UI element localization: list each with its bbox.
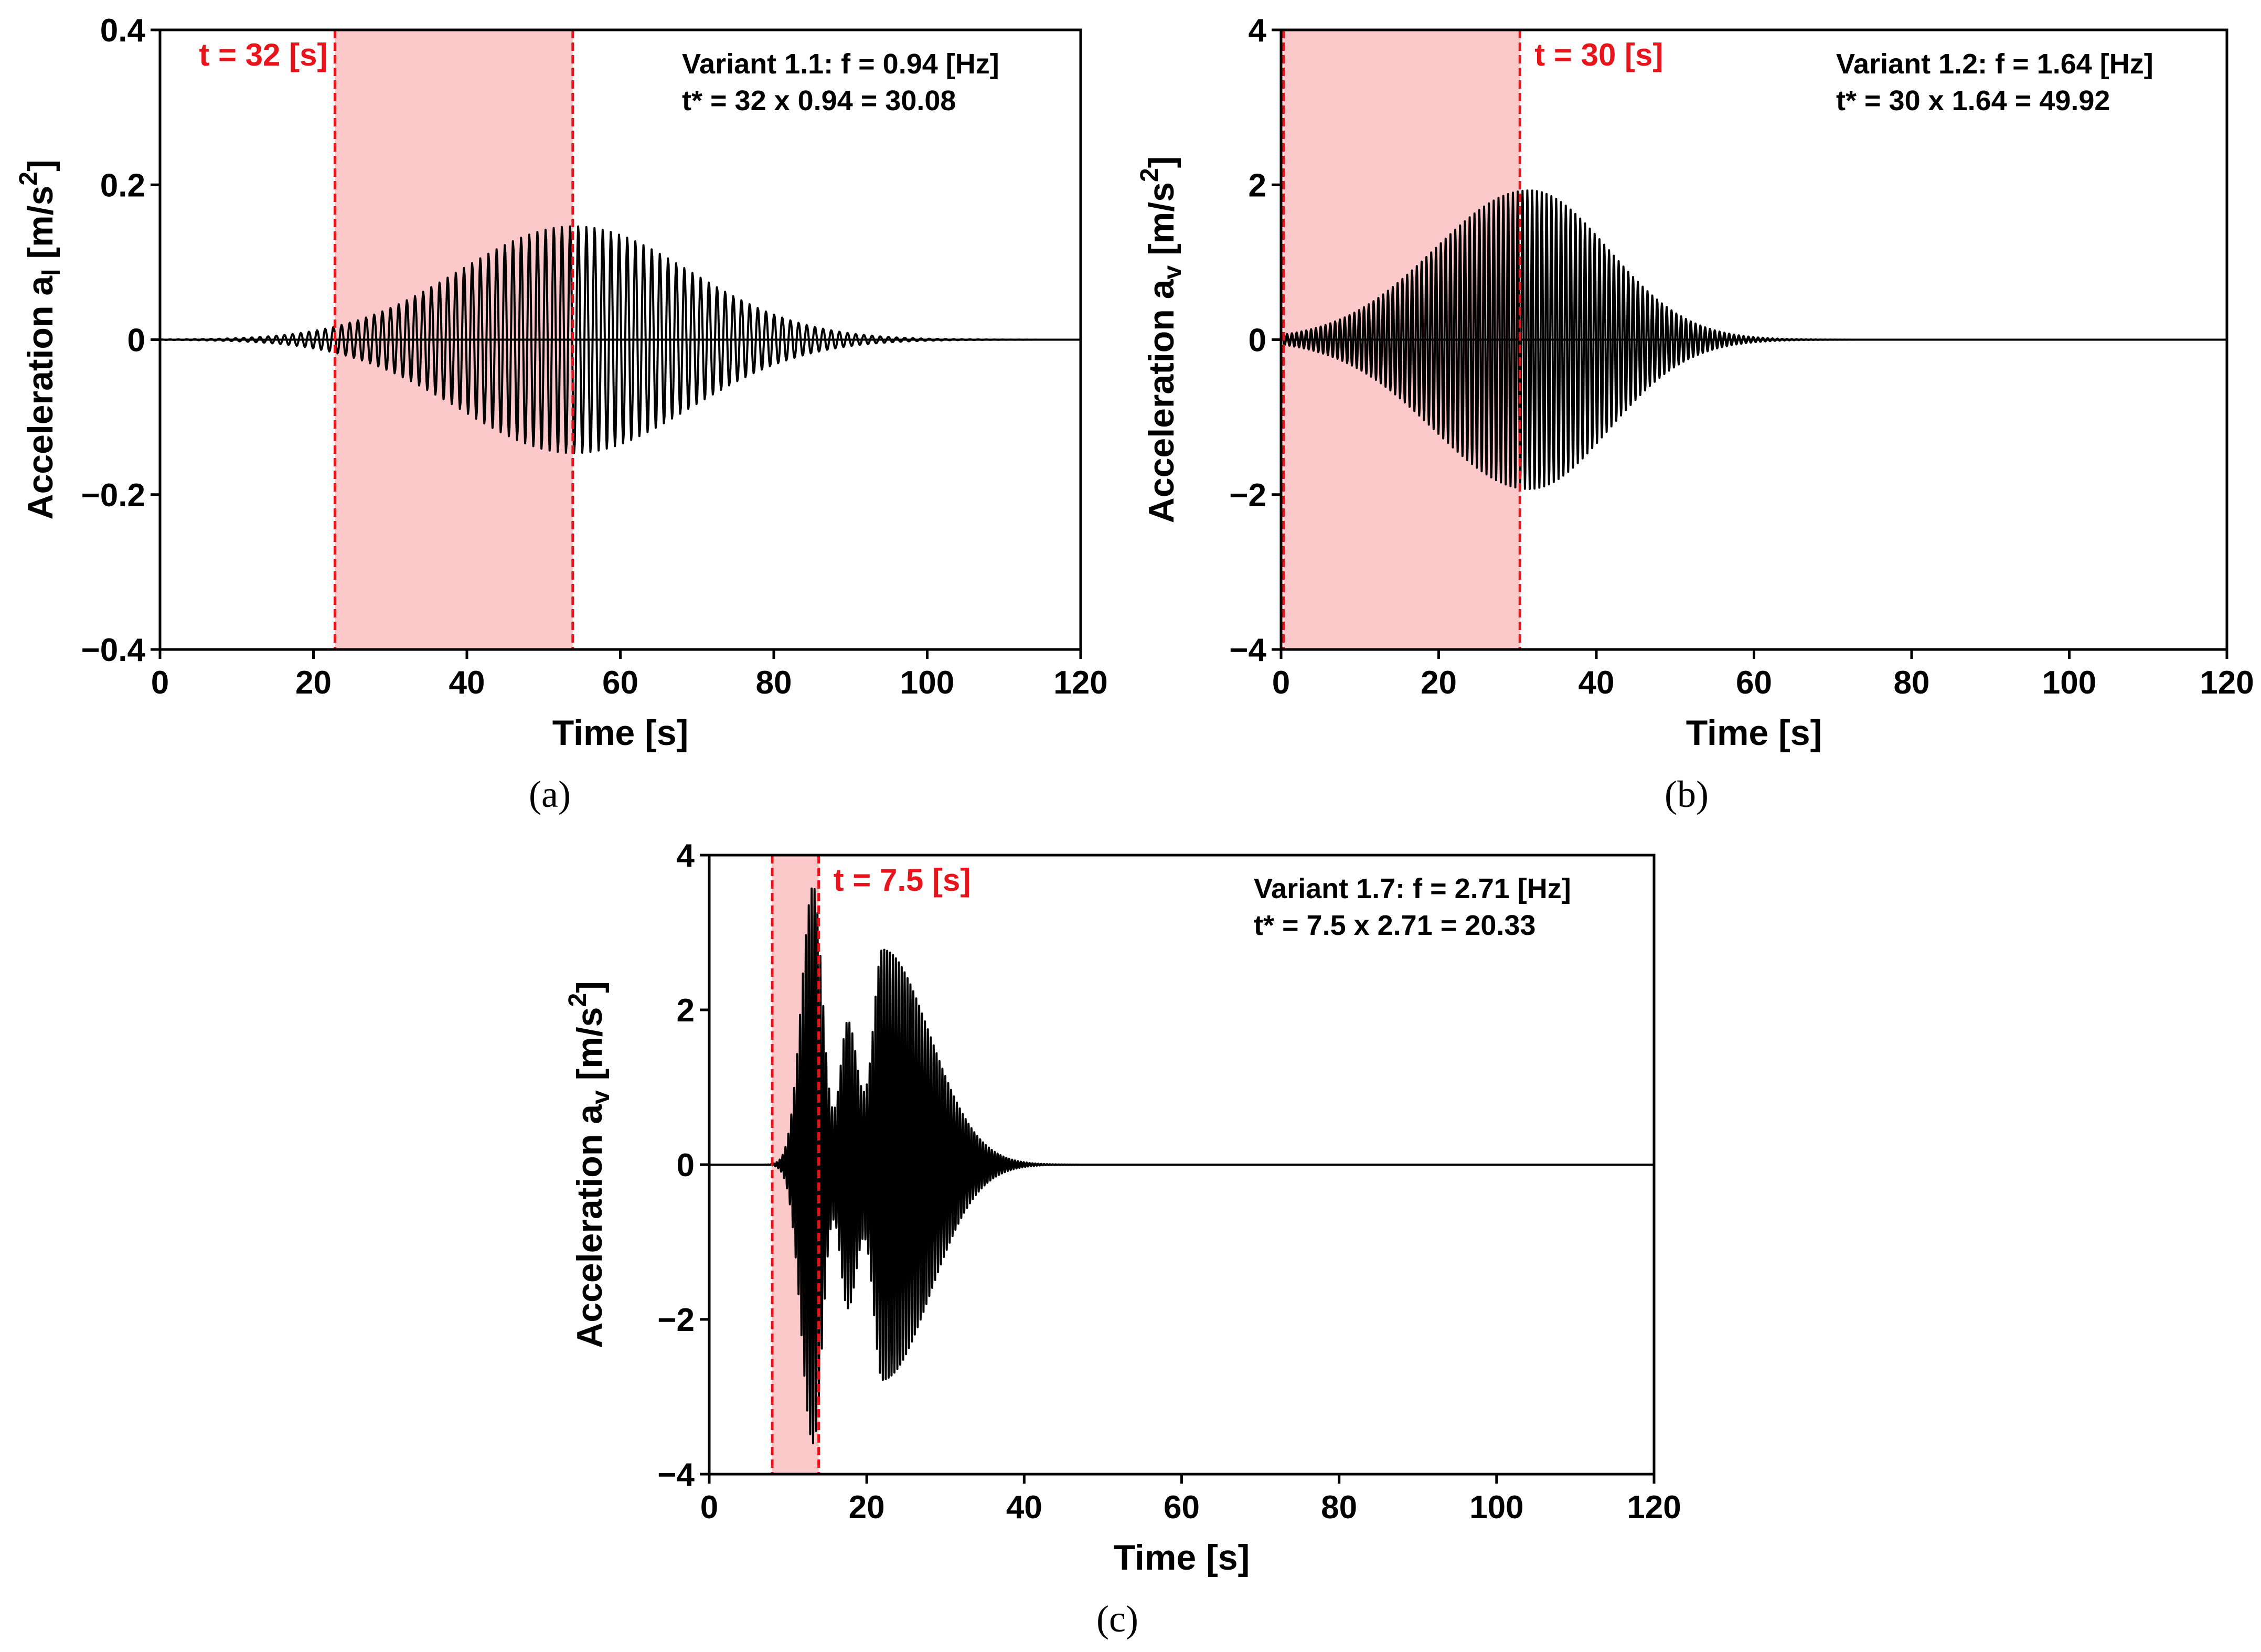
- x-axis-ticks: 0 20 40 60 80 100 120: [700, 1474, 1681, 1526]
- y-tick-label: 0: [677, 1147, 695, 1184]
- annotation-line-2: t* = 7.5 x 2.71 = 20.33: [1254, 910, 1535, 941]
- marker-label: t = 7.5 [s]: [834, 862, 971, 898]
- y-tick-label: 0.2: [100, 167, 145, 204]
- annotation-line-2: t* = 32 x 0.94 = 30.08: [682, 85, 956, 116]
- y-axis-label: Acceleration al [m/s2]: [15, 159, 66, 519]
- y-tick-label: −2: [657, 1302, 695, 1338]
- y-tick-label: 2: [1249, 167, 1266, 204]
- x-tick-label: 120: [1627, 1489, 1681, 1526]
- y-axis-label-unit: [m/s: [570, 1007, 610, 1091]
- x-tick-label: 100: [1469, 1489, 1523, 1526]
- y-axis-label-superscript: 2: [1136, 168, 1164, 182]
- y-axis-label-unit-close: ]: [570, 981, 610, 993]
- x-tick-label: 0: [700, 1489, 718, 1526]
- y-axis-ticks: −4 −2 0 2 4: [1229, 13, 1281, 668]
- annotation-line-2: t* = 30 x 1.64 = 49.92: [1836, 85, 2110, 116]
- x-tick-label: 80: [756, 665, 792, 701]
- x-tick-label: 100: [2042, 665, 2096, 701]
- x-tick-label: 60: [602, 665, 638, 701]
- y-tick-label: −0.4: [81, 632, 146, 668]
- x-tick-label: 20: [849, 1489, 885, 1526]
- y-tick-label: 0: [1249, 323, 1266, 359]
- x-tick-label: 80: [1894, 665, 1930, 701]
- y-axis-label-superscript: 2: [15, 172, 42, 186]
- y-axis-label-subscript: v: [1159, 265, 1187, 279]
- y-tick-label: 2: [677, 993, 695, 1029]
- x-tick-label: 20: [1421, 665, 1457, 701]
- x-tick-label: 40: [449, 665, 485, 701]
- panel-a: 0 20 40 60 80 100 120 −0.4 −0.2 0 0.2 0.4 t = 32 […: [15, 13, 1108, 815]
- y-axis-label-unit: [m/s: [20, 186, 60, 269]
- y-axis-label-main: Acceleration a: [1142, 279, 1181, 523]
- x-axis-label: Time [s]: [1686, 713, 1822, 753]
- y-axis-label-unit-close: ]: [1142, 156, 1181, 168]
- x-tick-label: 0: [1272, 665, 1290, 701]
- y-axis-ticks: −4 −2 0 2 4: [657, 838, 709, 1493]
- x-axis-label: Time [s]: [1114, 1538, 1250, 1578]
- x-tick-label: 120: [2200, 665, 2254, 701]
- panel-caption: (c): [1096, 1598, 1138, 1640]
- x-tick-label: 40: [1006, 1489, 1042, 1526]
- panel-b: 0 20 40 60 80 100 120 −4 −2 0 2 4 t = 30 [s] Varia…: [1136, 13, 2254, 815]
- x-tick-label: 60: [1164, 1489, 1200, 1526]
- x-tick-label: 80: [1321, 1489, 1357, 1526]
- x-tick-label: 60: [1736, 665, 1772, 701]
- y-axis-label-unit-close: ]: [20, 159, 60, 172]
- y-tick-label: −0.2: [81, 477, 145, 514]
- x-axis-ticks: 0 20 40 60 80 100 120: [151, 649, 1108, 701]
- marker-label: t = 32 [s]: [199, 37, 327, 72]
- y-tick-label: −2: [1229, 477, 1266, 514]
- x-tick-label: 100: [900, 665, 954, 701]
- panel-c: 0 20 40 60 80 100 120 −4 −2 0 2 4 t = 7.5 [s] Vari…: [564, 838, 1681, 1640]
- y-axis-label: Acceleration av [m/s2]: [1136, 156, 1187, 524]
- panel-caption: (b): [1665, 773, 1709, 815]
- y-axis-label-superscript: 2: [564, 993, 592, 1007]
- y-axis-label-main: Acceleration a: [570, 1104, 610, 1348]
- y-axis-label-subscript: l: [38, 269, 66, 275]
- annotation-line-1: Variant 1.2: f = 1.64 [Hz]: [1836, 48, 2153, 80]
- x-axis-label: Time [s]: [552, 713, 688, 753]
- y-axis-label-unit: [m/s: [1142, 182, 1181, 265]
- x-tick-label: 40: [1579, 665, 1615, 701]
- y-tick-label: 4: [1249, 13, 1267, 49]
- panel-caption: (a): [529, 773, 571, 815]
- y-axis-ticks: −0.4 −0.2 0 0.2 0.4: [81, 13, 160, 668]
- x-tick-label: 0: [151, 665, 169, 701]
- y-tick-label: −4: [1229, 632, 1266, 668]
- y-tick-label: 0: [127, 323, 145, 359]
- x-axis-ticks: 0 20 40 60 80 100 120: [1272, 649, 2254, 701]
- x-tick-label: 120: [1053, 665, 1107, 701]
- y-axis-label-subscript: v: [587, 1090, 615, 1104]
- y-axis-label: Acceleration av [m/s2]: [564, 981, 615, 1348]
- annotation-line-1: Variant 1.7: f = 2.71 [Hz]: [1254, 873, 1571, 904]
- y-tick-label: 4: [677, 838, 695, 874]
- x-tick-label: 20: [295, 665, 332, 701]
- y-tick-label: 0.4: [100, 13, 146, 49]
- marker-label: t = 30 [s]: [1534, 37, 1663, 72]
- annotation-line-1: Variant 1.1: f = 0.94 [Hz]: [682, 48, 999, 80]
- y-tick-label: −4: [657, 1457, 695, 1493]
- y-axis-label-main: Acceleration a: [20, 275, 60, 520]
